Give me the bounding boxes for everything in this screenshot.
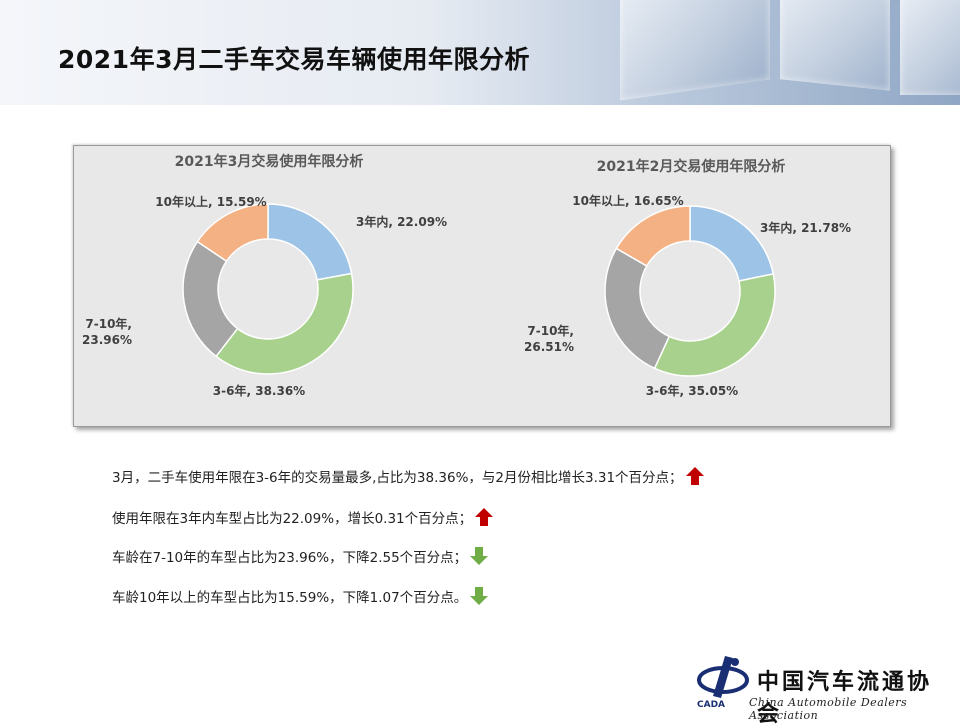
header-banner: 2021年3月二手车交易车辆使用年限分析: [0, 0, 960, 105]
slice-3-6yr: [215, 272, 354, 375]
slice-label-3-6yr: 3-6年, 35.05%: [646, 383, 738, 398]
slice-label-10yr-plus: 10年以上, 15.59%: [155, 194, 266, 209]
slice-label-7-10yr-value: 26.51%: [524, 340, 574, 354]
header-decoration: [600, 0, 960, 105]
slice-label-7-10yr-value: 23.96%: [82, 333, 132, 347]
donut-chart-1: 2021年3月交易使用年限分析 3年内, 22.09% 3-6年, 38.36% 7-…: [82, 153, 447, 398]
slice-label-3-6yr: 3-6年, 38.36%: [213, 383, 305, 398]
donut-charts: 2021年3月交易使用年限分析 3年内, 22.09% 3-6年, 38.36% 7-…: [82, 153, 851, 398]
slice-10yr-plus: [615, 205, 691, 267]
logo-emblem-text: CADA: [697, 700, 726, 710]
chart-panel: 2021年3月交易使用年限分析 3年内, 22.09% 3-6年, 38.36% 7-…: [73, 145, 891, 427]
slice-3-6yr: [653, 273, 776, 377]
down-arrow-icon: [470, 547, 489, 565]
up-arrow-icon: [475, 508, 494, 526]
note-text: 车龄在7-10年的车型占比为23.96%，下降2.55个百分点；: [112, 550, 468, 566]
note-item: 3月，二手车使用年限在3-6年的交易量最多,占比为38.36%，与2月份相比增长…: [112, 464, 705, 488]
slice-3yr: [267, 203, 353, 281]
slice-label-10yr-plus: 10年以上, 16.65%: [572, 193, 683, 208]
note-item: 车龄在7-10年的车型占比为23.96%，下降2.55个百分点；: [112, 544, 489, 568]
note-text: 使用年限在3年内车型占比为22.09%，增长0.31个百分点；: [112, 511, 473, 527]
chart-title: 2021年3月交易使用年限分析: [175, 153, 364, 170]
slice-label-3yr: 3年内, 22.09%: [356, 214, 447, 229]
page-title: 2021年3月二手车交易车辆使用年限分析: [58, 45, 530, 74]
slice-label-3yr: 3年内, 21.78%: [760, 220, 851, 235]
logo-english-name: China Automobile Dealers Association: [749, 696, 908, 722]
slice-label-7-10yr: 7-10年,: [527, 323, 574, 338]
note-text: 3月，二手车使用年限在3-6年的交易量最多,占比为38.36%，与2月份相比增长…: [112, 470, 683, 486]
slice-3yr: [689, 205, 775, 282]
slice-label-7-10yr: 7-10年,: [85, 316, 132, 331]
note-item: 车龄10年以上的车型占比为15.59%，下降1.07个百分点。: [112, 584, 489, 608]
up-arrow-icon: [685, 467, 704, 485]
chart-title: 2021年2月交易使用年限分析: [597, 158, 786, 175]
logo-emblem-icon: [697, 656, 749, 698]
slice-7-10yr: [604, 247, 671, 370]
slice-7-10yr: [182, 240, 239, 358]
note-item: 使用年限在3年内车型占比为22.09%，增长0.31个百分点；: [112, 505, 494, 529]
down-arrow-icon: [470, 587, 489, 605]
note-text: 车龄10年以上的车型占比为15.59%，下降1.07个百分点。: [112, 590, 468, 606]
slice-10yr-plus: [196, 203, 269, 263]
association-logo: CADA 中国汽车流通协会 China Automobile Dealers A…: [693, 652, 955, 727]
donut-chart-2: 2021年2月交易使用年限分析 3年内, 21.78% 3-6年, 35.05% 7-…: [524, 158, 851, 398]
